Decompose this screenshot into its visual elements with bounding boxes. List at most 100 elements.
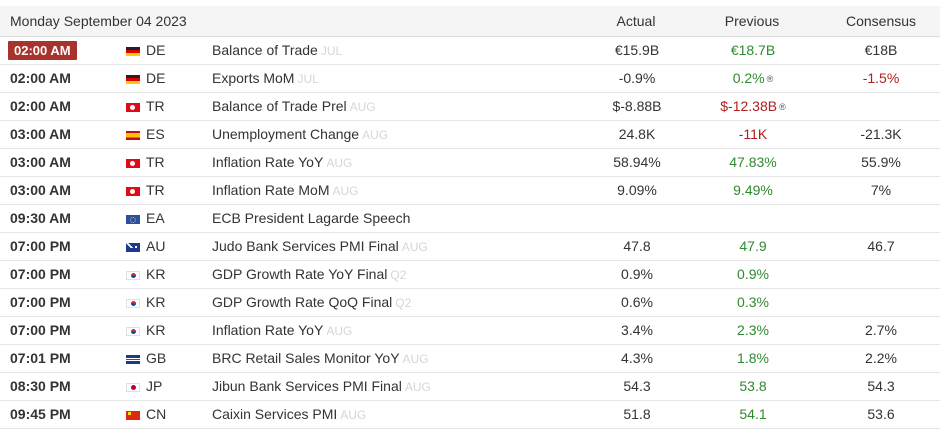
event-time: 08:30 PM (10, 378, 71, 394)
event-title[interactable]: Exports MoM (212, 70, 295, 86)
event-name[interactable]: Judo Bank Services PMI Final AUG (212, 238, 428, 256)
event-name[interactable]: GDP Growth Rate QoQ Final Q2 (212, 294, 411, 312)
event-title[interactable]: GDP Growth Rate YoY Final (212, 266, 388, 282)
event-name[interactable]: Exports MoM JUL (212, 70, 319, 88)
event-title[interactable]: Balance of Trade (212, 42, 318, 58)
actual-value: 24.8K (618, 126, 656, 142)
reference-period: JUL (297, 72, 319, 86)
event-name[interactable]: Unemployment Change AUG (212, 126, 388, 144)
event-title[interactable]: Inflation Rate YoY (212, 322, 324, 338)
event-title[interactable]: BRC Retail Sales Monitor YoY (212, 350, 400, 366)
consensus-value: 2.2% (865, 350, 897, 366)
reference-period: Q2 (390, 268, 407, 282)
calendar-header: Monday September 04 2023 Actual Previous… (0, 6, 940, 37)
actual-value: 47.8 (623, 238, 651, 254)
event-time: 07:00 PM (10, 294, 71, 310)
table-row[interactable]: 02:00 AM DE Balance of Trade JUL €15.9B €18.7… (0, 37, 940, 65)
actual-value: 0.9% (621, 266, 653, 282)
event-time: 07:00 PM (10, 322, 71, 338)
kr-flag-icon (126, 327, 140, 336)
country-code: ES (146, 126, 165, 142)
country-code: EA (146, 210, 165, 226)
consensus-value: 54.3 (867, 378, 895, 394)
event-list: 02:00 AM DE Balance of Trade JUL €15.9B €18.7… (0, 37, 940, 429)
reference-period: Q2 (395, 296, 412, 310)
table-row[interactable]: 09:45 PM CN Caixin Services PMI AUG 51.8 54.1… (0, 401, 940, 429)
previous-value-text: 0.9% (737, 266, 769, 282)
previous-value-text: 0.3% (737, 294, 769, 310)
event-title[interactable]: Unemployment Change (212, 126, 360, 142)
previous-value: 53.8 (703, 378, 803, 395)
table-row[interactable]: 07:00 PM AU Judo Bank Services PMI Final AU… (0, 233, 940, 261)
ea-flag-icon (126, 215, 140, 224)
consensus-value: -1.5% (862, 70, 900, 86)
country-code: DE (146, 70, 166, 86)
event-time: 03:00 AM (10, 154, 71, 170)
actual-value: 3.4% (621, 322, 653, 338)
event-title[interactable]: Inflation Rate MoM (212, 182, 330, 198)
country-code: CN (146, 406, 167, 422)
date-heading: Monday September 04 2023 (10, 13, 187, 29)
event-name[interactable]: ECB President Lagarde Speech (212, 210, 410, 227)
event-title[interactable]: Judo Bank Services PMI Final (212, 238, 399, 254)
actual-value: 51.8 (623, 406, 651, 422)
de-flag-icon (126, 75, 140, 84)
event-name[interactable]: BRC Retail Sales Monitor YoY AUG (212, 350, 429, 368)
event-title[interactable]: Balance of Trade Prel (212, 98, 347, 114)
event-name[interactable]: Caixin Services PMI AUG (212, 406, 366, 424)
reference-period: AUG (326, 324, 353, 338)
table-row[interactable]: 03:00 AM TR Inflation Rate YoY AUG 58.94% 47.… (0, 149, 940, 177)
previous-value: 47.83% (703, 154, 803, 171)
table-row[interactable]: 07:01 PM GB BRC Retail Sales Monitor YoY AU… (0, 345, 940, 373)
country-code: GB (146, 350, 167, 366)
previous-value-text: €18.7B (730, 42, 776, 58)
revised-icon[interactable]: ® (779, 101, 786, 112)
table-row[interactable]: 07:00 PM KR GDP Growth Rate QoQ Final Q2 0.6… (0, 289, 940, 317)
event-time: 03:00 AM (10, 126, 71, 142)
actual-value: 54.3 (623, 378, 651, 394)
au-flag-icon (126, 243, 140, 252)
table-row[interactable]: 09:30 AM EA ECB President Lagarde Speech (0, 205, 940, 233)
kr-flag-icon (126, 299, 140, 308)
table-row[interactable]: 08:30 PM JP Jibun Bank Services PMI Final A… (0, 373, 940, 401)
event-title[interactable]: Inflation Rate YoY (212, 154, 324, 170)
table-row[interactable]: 03:00 AM ES Unemployment Change AUG 24.8K -11… (0, 121, 940, 149)
cn-flag-icon (126, 411, 140, 420)
revised-icon[interactable]: ® (766, 73, 774, 84)
event-name[interactable]: Inflation Rate YoY AUG (212, 154, 352, 172)
event-title[interactable]: Jibun Bank Services PMI Final (212, 378, 402, 394)
consensus-column-header[interactable]: Consensus (845, 13, 917, 29)
event-name[interactable]: Inflation Rate MoM AUG (212, 182, 359, 200)
table-row[interactable]: 07:00 PM KR GDP Growth Rate YoY Final Q2 0.9… (0, 261, 940, 289)
table-row[interactable]: 07:00 PM KR Inflation Rate YoY AUG 3.4% 2.3% 2… (0, 317, 940, 345)
event-name[interactable]: Balance of Trade Prel AUG (212, 98, 376, 116)
previous-value: $-12.38B ® (703, 98, 803, 116)
previous-value-text: 1.8% (737, 350, 769, 366)
table-row[interactable]: 02:00 AM DE Exports MoM JUL -0.9% 0.2% ® -1.5% (0, 65, 940, 93)
country-code: DE (146, 42, 166, 58)
consensus-value: 55.9% (861, 154, 901, 170)
event-name[interactable]: Balance of Trade JUL (212, 42, 342, 60)
previous-value-text: $-12.38B (720, 98, 778, 114)
event-name[interactable]: Inflation Rate YoY AUG (212, 322, 352, 340)
event-title[interactable]: ECB President Lagarde Speech (212, 210, 411, 226)
previous-column-header[interactable]: Previous (724, 13, 780, 29)
event-title[interactable]: GDP Growth Rate QoQ Final (212, 294, 393, 310)
event-name[interactable]: Jibun Bank Services PMI Final AUG (212, 378, 431, 396)
previous-value: 47.9 (703, 238, 803, 255)
event-time: 02:00 AM (10, 98, 71, 114)
reference-period: AUG (332, 184, 359, 198)
table-row[interactable]: 03:00 AM TR Inflation Rate MoM AUG 9.09% 9.49… (0, 177, 940, 205)
previous-value: 9.49% (703, 182, 803, 199)
event-time: 07:00 PM (10, 238, 71, 254)
kr-flag-icon (126, 271, 140, 280)
previous-value: 2.3% (703, 322, 803, 339)
actual-column-header[interactable]: Actual (616, 13, 656, 29)
reference-period: AUG (349, 100, 376, 114)
country-code: JP (146, 378, 163, 394)
event-name[interactable]: GDP Growth Rate YoY Final Q2 (212, 266, 406, 284)
reference-period: AUG (362, 128, 389, 142)
table-row[interactable]: 02:00 AM TR Balance of Trade Prel AUG $-8.88… (0, 93, 940, 121)
previous-value-text: 0.2% (732, 70, 765, 86)
event-title[interactable]: Caixin Services PMI (212, 406, 338, 422)
